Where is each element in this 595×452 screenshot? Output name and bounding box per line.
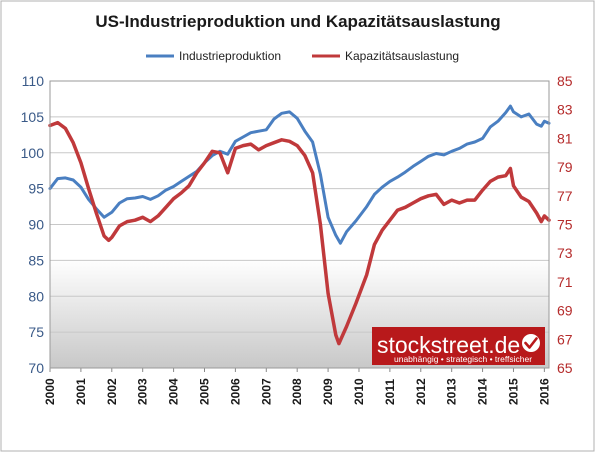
stockstreet-logo: stockstreet.de unabhängig • strategisch … [372,327,545,365]
right-tick-label: 71 [557,274,573,290]
legend-label-kapazitaet: Kapazitätsauslastung [345,49,459,63]
legend-label-industrie: Industrieproduktion [179,49,281,63]
logo-tagline: unabhängig • strategisch • treffsicher [394,354,532,364]
x-tick-label: 2002 [105,378,119,405]
chart-title: US-Industrieproduktion und Kapazitätsaus… [95,12,500,31]
left-tick-label: 80 [28,288,44,304]
x-tick-label: 2012 [414,378,428,405]
right-tick-label: 81 [557,130,573,146]
right-tick-label: 67 [557,331,573,347]
series-line-industrieproduktion [48,104,551,245]
x-tick-label: 2008 [290,378,304,405]
left-tick-label: 70 [28,360,44,376]
x-tick-label: 2009 [321,378,335,405]
left-tick-label: 110 [22,73,45,89]
right-tick-label: 75 [557,217,573,233]
left-tick-label: 90 [28,217,44,233]
x-tick-label: 2005 [197,378,211,405]
right-tick-label: 83 [557,102,573,118]
x-tick-label: 2000 [43,378,57,405]
right-tick-label: 65 [557,360,573,376]
left-tick-label: 85 [28,252,44,268]
x-tick-label: 2015 [506,378,520,405]
checkmark-stroke [524,337,538,349]
right-axis-ticks: 65 67 69 71 73 75 77 79 81 83 85 [557,73,573,376]
x-tick-label: 2001 [74,378,88,405]
right-tick-label: 77 [557,188,573,204]
plot-area-upper [50,81,549,259]
x-tick-label: 2004 [167,378,181,405]
plot-border [49,80,550,369]
x-tick-label: 2010 [352,378,366,405]
right-tick-label: 69 [557,303,573,319]
left-tick-label: 75 [28,324,44,340]
left-tick-label: 100 [21,145,45,161]
x-tick-label: 2016 [537,378,551,405]
series-lines [48,104,551,346]
series-line-kapazitaetsauslastung [48,120,551,346]
right-tick-label: 79 [557,159,573,175]
x-tick-label: 2006 [228,378,242,405]
right-tick-label: 73 [557,245,573,261]
x-axis-ticks: 2000 2001 2002 2003 2004 2005 2006 2007 2008 2009… [43,368,551,405]
x-tick-label: 2003 [136,378,150,405]
x-tick-label: 2011 [383,379,397,405]
logo-text: stockstreet.de [377,332,520,358]
left-tick-label: 95 [28,181,44,197]
x-tick-label: 2013 [445,378,459,405]
right-tick-label: 85 [557,73,573,89]
x-tick-label: 2014 [476,378,490,405]
left-tick-label: 105 [21,109,45,125]
left-axis-ticks: 70 75 80 85 90 95 100 105 110 [21,73,45,376]
x-tick-label: 2007 [259,378,273,405]
legend: Industrieproduktion Kapazitätsauslastung [146,49,459,63]
